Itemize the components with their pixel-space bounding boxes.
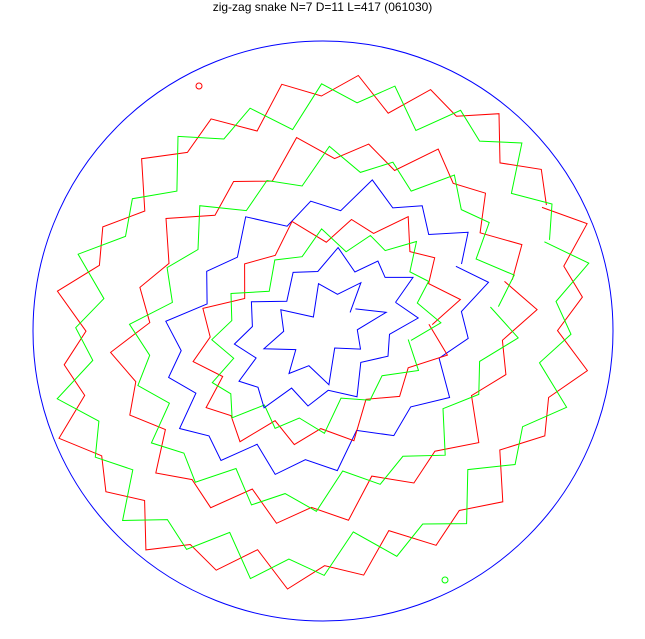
- green-path-outer: [56, 83, 590, 580]
- blue-path-core: [262, 281, 388, 386]
- red-path-outer: [56, 74, 589, 590]
- blue-path-middle: [165, 179, 490, 476]
- start-marker: [195, 82, 203, 90]
- blue-path-inner: [233, 246, 420, 409]
- red-path-inner: [192, 215, 462, 446]
- figure-title: zig-zag snake N=7 D=11 L=417 (061030): [212, 0, 433, 14]
- boundary-circle: [32, 40, 614, 622]
- red-path-middle: [109, 136, 538, 524]
- green-path-middle: [128, 145, 519, 512]
- end-marker: [441, 576, 449, 584]
- green-path-inner: [211, 228, 442, 435]
